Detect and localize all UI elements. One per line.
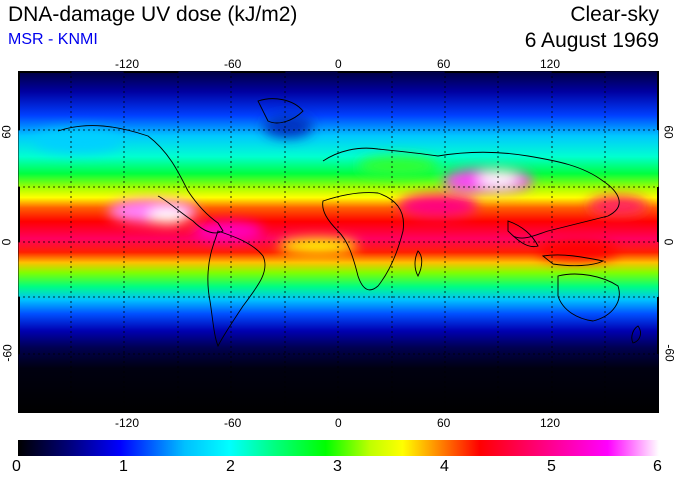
lon-tick-top: -60: [224, 57, 242, 71]
date-label: 6 August 1969: [524, 29, 659, 52]
colorbar-gradient: [18, 440, 659, 456]
coastlines: [57, 98, 641, 348]
lat-tick-right: 0: [661, 238, 676, 246]
colorbar-label: 4: [440, 458, 449, 475]
map-border: [18, 71, 659, 413]
colorbar-label: 3: [333, 458, 342, 475]
lon-tick-bottom: -120: [115, 416, 140, 430]
uv-dose-map: [18, 71, 659, 413]
map-title: DNA-damage UV dose (kJ/m2): [8, 3, 298, 26]
lat-tick-left: -60: [0, 344, 15, 362]
lon-tick-top: 60: [437, 57, 451, 71]
colorbar-label: 6: [653, 458, 662, 475]
lat-tick-left: 0: [0, 238, 14, 246]
lon-tick-bottom: 120: [540, 416, 561, 430]
lon-tick-top: 0: [335, 57, 342, 71]
lat-tick-left: 60: [0, 125, 14, 139]
lat-tick-right: -60: [662, 344, 677, 362]
graticule: [18, 71, 659, 413]
colorbar-label: 1: [119, 458, 128, 475]
lon-tick-top: -120: [115, 57, 140, 71]
lon-tick-top: 120: [540, 57, 561, 71]
colorbar-label: 5: [547, 458, 556, 475]
sky-condition-label: Clear-sky: [570, 3, 659, 26]
source-label: MSR - KNMI: [8, 31, 98, 48]
lat-tick-right: 60: [661, 125, 676, 139]
lon-tick-bottom: 0: [335, 416, 342, 430]
colorbar: [18, 440, 659, 456]
colorbar-label: 0: [12, 458, 21, 475]
colorbar-label: 2: [226, 458, 235, 475]
lon-tick-bottom: -60: [224, 416, 242, 430]
lon-tick-bottom: 60: [437, 416, 451, 430]
